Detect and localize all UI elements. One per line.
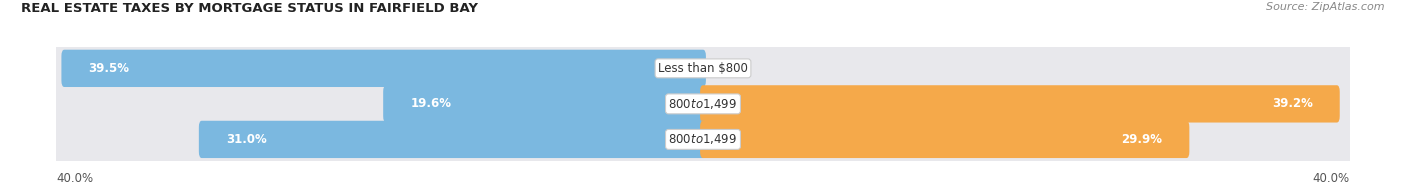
FancyBboxPatch shape [384,85,706,122]
Text: 40.0%: 40.0% [56,172,93,185]
FancyBboxPatch shape [700,85,1340,122]
FancyBboxPatch shape [52,116,1354,163]
FancyBboxPatch shape [198,121,706,158]
Text: $800 to $1,499: $800 to $1,499 [668,97,738,111]
FancyBboxPatch shape [52,80,1354,127]
Text: 19.6%: 19.6% [411,97,451,110]
Text: 0.0%: 0.0% [716,62,745,75]
FancyBboxPatch shape [52,45,1354,92]
Text: 40.0%: 40.0% [1313,172,1350,185]
FancyBboxPatch shape [700,121,1189,158]
Text: Less than $800: Less than $800 [658,62,748,75]
Text: 29.9%: 29.9% [1121,133,1163,146]
Text: 31.0%: 31.0% [226,133,267,146]
Text: 39.5%: 39.5% [89,62,129,75]
Text: Source: ZipAtlas.com: Source: ZipAtlas.com [1267,2,1385,12]
FancyBboxPatch shape [62,50,706,87]
Text: $800 to $1,499: $800 to $1,499 [668,132,738,146]
Text: 39.2%: 39.2% [1271,97,1313,110]
Text: REAL ESTATE TAXES BY MORTGAGE STATUS IN FAIRFIELD BAY: REAL ESTATE TAXES BY MORTGAGE STATUS IN … [21,2,478,15]
